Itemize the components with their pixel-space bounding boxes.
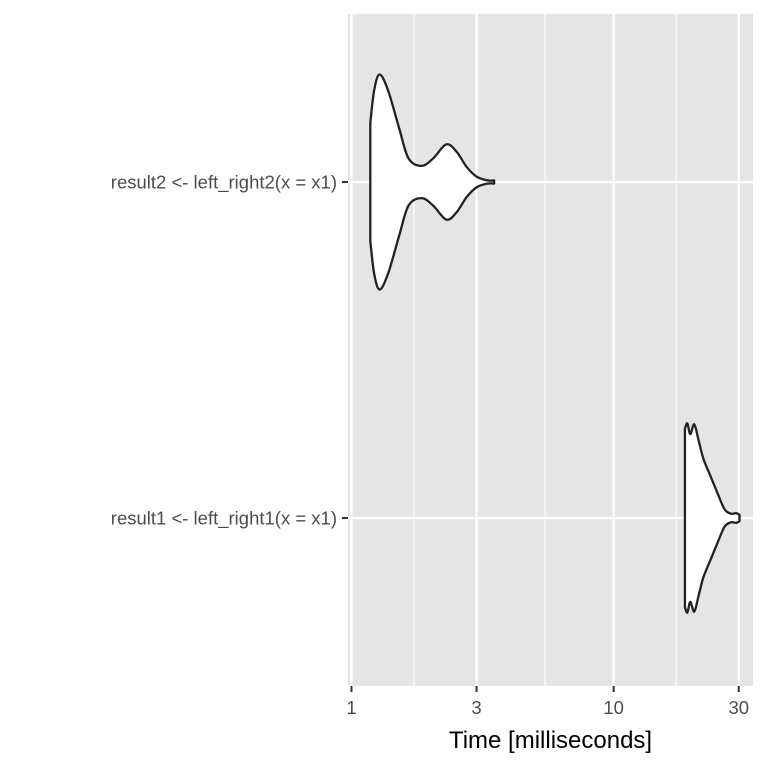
violin-2: [683, 422, 741, 614]
x-tick-label: 30: [728, 697, 749, 718]
y-tick-label: result1 <- left_right1(x = x1): [111, 508, 337, 530]
x-axis: 1 3 10 30: [346, 686, 749, 718]
x-axis-title: Time [milliseconds]: [449, 727, 652, 754]
x-tick-label: 10: [603, 697, 624, 718]
y-tick-label: result2 <- left_right2(x = x1): [111, 172, 337, 194]
x-tick-label: 1: [346, 697, 356, 718]
x-tick-label: 3: [471, 697, 481, 718]
violins: [369, 73, 741, 614]
violin-1: [369, 73, 496, 291]
y-axis: result2 <- left_right2(x = x1) result1 <-…: [111, 172, 348, 530]
minor-gridlines: [413, 14, 677, 686]
